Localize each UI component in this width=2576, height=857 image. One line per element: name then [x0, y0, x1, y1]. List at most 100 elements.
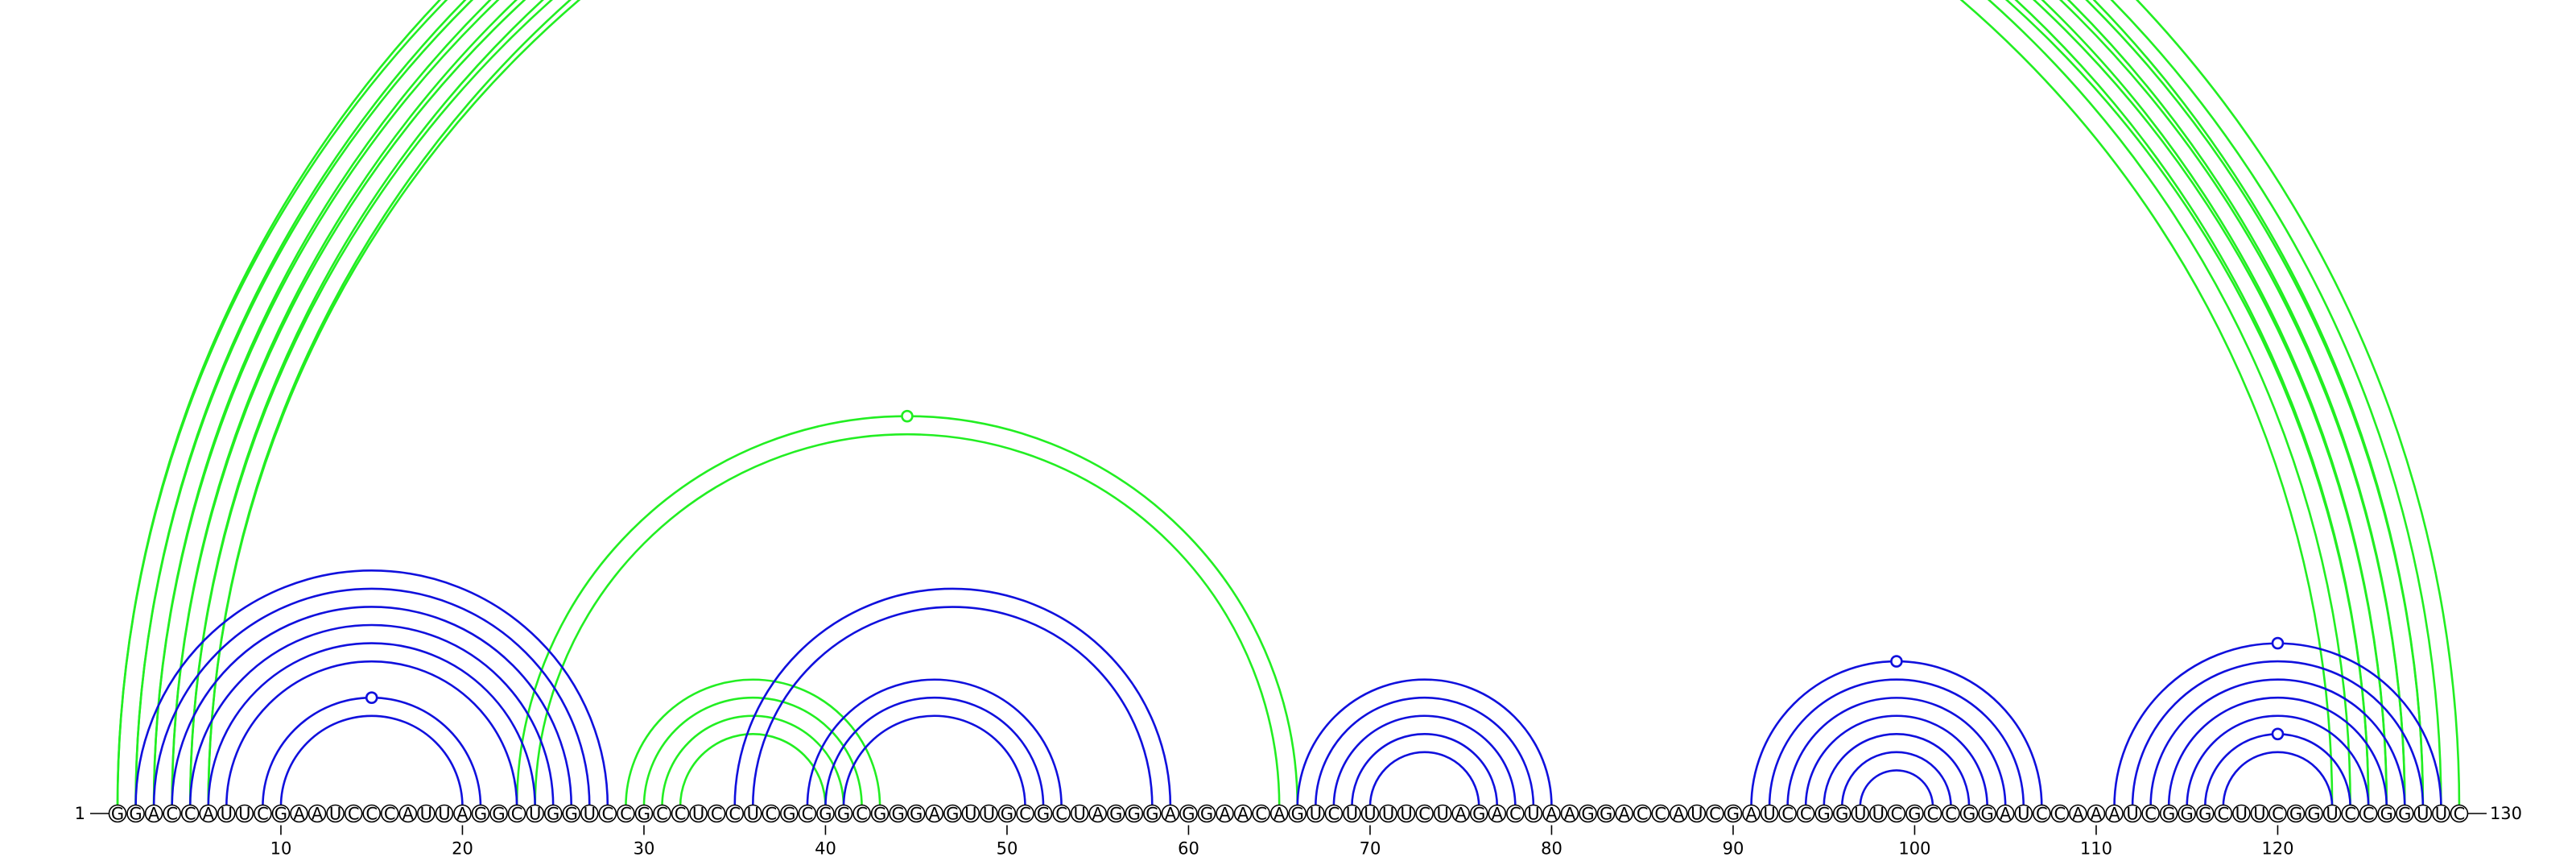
nucleotide-letter: A: [929, 805, 941, 824]
arc-group: [733, 587, 1172, 807]
nucleotide: C: [1506, 805, 1525, 824]
nucleotide: A: [144, 805, 163, 824]
nucleotide: G: [2305, 805, 2323, 824]
nucleotide: C: [2141, 805, 2160, 824]
nucleotide-letter: C: [1418, 805, 1430, 824]
nucleotide-circle: [1814, 804, 1833, 823]
nucleotide-circle: [798, 804, 817, 823]
nucleotide-letter: A: [148, 805, 160, 824]
position-tick: 110: [2080, 825, 2112, 857]
nucleotide: C: [1942, 805, 1960, 824]
nucleotide-circle: [543, 804, 563, 823]
nucleotide-letter: G: [1600, 805, 1612, 824]
tick-label: 80: [1541, 839, 1563, 857]
nucleotide-letter: G: [2162, 805, 2175, 824]
tick-layer: 10 20 30 40 50 60 70 80 90 100 110 120: [270, 825, 2293, 857]
nucleotide: G: [634, 805, 654, 824]
tick-label: 30: [634, 839, 655, 857]
position-tick: 90: [1723, 825, 1744, 857]
nucleotide: U: [235, 804, 254, 824]
nucleotide: A: [308, 804, 327, 824]
nucleotide-letter: G: [2398, 805, 2411, 824]
nucleotide-circle: [1742, 804, 1761, 823]
nucleotide-circle: [816, 804, 835, 823]
nucleotide-letter: A: [456, 805, 469, 824]
nucleotide-letter: C: [1945, 805, 1957, 824]
nucleotide-circle: [870, 804, 890, 823]
nucleotide-letter: U: [1854, 805, 1866, 824]
nucleotide-letter: C: [257, 805, 269, 824]
nucleotide-circle: [1796, 804, 1815, 823]
nucleotide-letter: A: [1618, 805, 1630, 824]
base-pair-arc: [1804, 714, 1988, 807]
position-tick: 40: [815, 825, 836, 857]
nucleotide-circle: [1070, 804, 1089, 823]
nucleotide: G: [543, 804, 563, 824]
nucleotide-circle: [308, 804, 327, 823]
nucleotide-letter: G: [1818, 805, 1831, 824]
nucleotide: C: [163, 805, 181, 824]
nucleotide-circle: [2232, 804, 2251, 823]
nucleotide: C: [1324, 805, 1344, 824]
nucleotide: U: [326, 804, 345, 824]
nucleotide-letter: G: [1581, 805, 1594, 824]
nucleotide-letter: U: [1346, 805, 1358, 824]
position-tick: 70: [1360, 825, 1381, 857]
nucleotide-letter: A: [2072, 805, 2084, 824]
nucleotide: U: [1070, 804, 1089, 824]
nucleotide-circle: [290, 804, 308, 823]
nucleotide: G: [1469, 804, 1488, 824]
nucleotide-circle: [199, 804, 218, 823]
nucleotide: G: [1579, 804, 1597, 824]
nucleotide: A: [1233, 805, 1253, 824]
nucleotide: A: [925, 804, 944, 824]
position-tick: 30: [634, 825, 655, 857]
nucleotide-circle: [1469, 804, 1488, 823]
nucleotide: A: [1560, 805, 1579, 824]
nucleotide-letter: G: [819, 805, 832, 824]
nucleotide: G: [1106, 805, 1125, 824]
nucleotide: C: [1016, 805, 1034, 824]
nucleotide-circle: [925, 804, 944, 823]
nucleotide-letter: G: [2289, 805, 2302, 824]
nucleotide-circle: [235, 804, 254, 823]
nucleotide-circle: [1451, 804, 1470, 823]
nucleotide: C: [1252, 805, 1270, 824]
nucleotide: G: [562, 805, 581, 824]
nucleotide-circle: [326, 804, 345, 823]
nucleotide-circle: [1579, 804, 1597, 823]
nucleotide: G: [997, 805, 1017, 824]
base-pair-arc: [136, 0, 2405, 807]
nucleotide: C: [1796, 804, 1815, 824]
nucleotide-circle: [1633, 804, 1652, 823]
nucleotide-letter: A: [1745, 805, 1757, 824]
nucleotide-letter: G: [1200, 805, 1213, 824]
nucleotide: G: [2377, 805, 2396, 824]
nucleotide: C: [1651, 804, 1670, 824]
nucleotide-circle: [2214, 804, 2233, 823]
nucleotide-circle: [2359, 804, 2378, 823]
arc-group: [118, 0, 2423, 807]
nucleotide-circle: [1778, 804, 1797, 823]
nucleotide-circle: [1651, 804, 1670, 823]
nucleotide-letter: G: [1908, 805, 1921, 824]
nucleotide-circle: [1524, 804, 1543, 823]
nucleotide-circle: [580, 804, 599, 823]
nucleotide: U: [689, 805, 708, 824]
nucleotide-circle: [743, 804, 762, 823]
arc-apex-marker: [2271, 727, 2285, 741]
nucleotide: A: [1488, 805, 1507, 824]
nucleotide-letter: A: [1564, 805, 1576, 824]
nucleotide-circle: [453, 804, 472, 823]
nucleotide-letter: G: [892, 805, 905, 824]
base-pair-arc: [1351, 733, 1499, 807]
tick-label: 110: [2080, 839, 2112, 857]
nucleotide: C: [707, 805, 726, 824]
nucleotide-letter: C: [1891, 805, 1903, 824]
nucleotide-letter: A: [1219, 805, 1231, 824]
nucleotide-letter: G: [782, 805, 795, 824]
nucleotide-letter: G: [1128, 805, 1141, 824]
nucleotide: G: [2178, 805, 2196, 824]
base-pair-arc: [171, 0, 2406, 807]
nucleotide-letter: C: [2272, 805, 2284, 824]
